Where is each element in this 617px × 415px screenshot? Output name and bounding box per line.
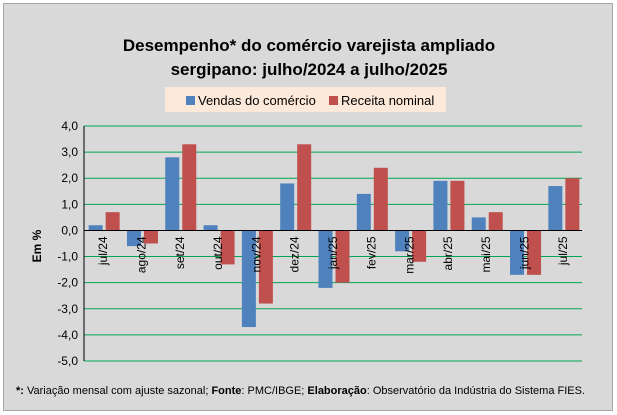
bar-receita-mai-25 [488, 212, 503, 231]
legend-label-vendas: Vendas do comércio [198, 93, 316, 108]
legend: Vendas do comércio Receita nominal [165, 87, 446, 112]
footnote-star-label: *: [16, 385, 24, 397]
x-category-label: mar/25 [403, 236, 417, 274]
bar-receita-jan-25 [335, 230, 350, 283]
y-tick-label: 3,0 [61, 145, 78, 159]
y-tick-label: -5,0 [57, 354, 78, 368]
bar-receita-ago-24 [143, 230, 158, 244]
bar-vendas-ago-24 [126, 230, 141, 247]
bar-vendas-jul-24 [88, 225, 103, 231]
bar-vendas-jun-25 [510, 230, 525, 275]
chart-title-line-2: sergipano: julho/2024 a julho/2025 [171, 60, 448, 79]
bar-vendas-jul-25 [548, 186, 563, 231]
y-axis-label: Em % [30, 229, 44, 262]
bar-receita-abr-25 [450, 180, 465, 231]
legend-label-receita: Receita nominal [341, 93, 434, 108]
bar-receita-mar-25 [412, 230, 427, 262]
bar-receita-jul-25 [565, 178, 580, 231]
y-tick-label: 4,0 [61, 119, 78, 133]
x-category-label: abr/25 [441, 236, 455, 270]
y-tick-label: 1,0 [61, 197, 78, 211]
y-tick-label: -4,0 [57, 328, 78, 342]
bar-vendas-set-24 [165, 157, 180, 231]
bar-receita-fev-25 [373, 167, 388, 231]
x-category-label: jun/25 [518, 236, 532, 270]
bar-receita-set-24 [182, 144, 197, 231]
bar-vendas-nov-24 [241, 230, 256, 328]
bars [88, 144, 580, 328]
footnote-source-text: : PMC/IBGE; [241, 385, 308, 397]
bar-vendas-jan-25 [318, 230, 333, 288]
footnote-prep-label: Elaboração [307, 385, 367, 397]
x-category-label: jul/24 [96, 236, 110, 266]
y-tick-label: -1,0 [57, 250, 78, 264]
footnote-prep-text: : Observatório da Indústria do Sistema F… [366, 385, 585, 397]
bar-receita-out-24 [220, 230, 235, 265]
y-tick-label: 2,0 [61, 171, 78, 185]
bar-chart: Desempenho* do comércio varejista amplia… [30, 36, 582, 368]
legend-box [165, 87, 446, 112]
bar-vendas-out-24 [203, 225, 218, 231]
bar-receita-nov-24 [258, 230, 273, 304]
legend-swatch-vendas [186, 96, 195, 105]
bar-vendas-abr-25 [433, 180, 448, 231]
bar-vendas-mai-25 [471, 217, 486, 231]
x-category-label: set/24 [173, 236, 187, 269]
x-category-label: mai/25 [479, 236, 493, 272]
x-category-label: out/24 [211, 236, 225, 270]
footnote: *: Variação mensal com ajuste sazonal; F… [16, 385, 585, 397]
bar-receita-dez-24 [297, 144, 312, 231]
chart-frame: Desempenho* do comércio varejista amplia… [3, 3, 613, 411]
footnote-source-label: Fonte [211, 385, 242, 397]
x-category-labels: jul/24 ago/24 set/24 out/24 nov/24 dez/24 jan/… [96, 236, 570, 274]
y-tick-label: 0,0 [61, 223, 78, 237]
axes [83, 126, 582, 361]
y-tick-label: -2,0 [57, 276, 78, 290]
bar-vendas-dez-24 [280, 183, 295, 231]
y-tick-labels: 4,0 3,0 2,0 1,0 0,0 -1,0 -2,0 -3,0 -4,0 -5,0 [57, 119, 78, 368]
chart-title: Desempenho* do comércio varejista amplia… [123, 36, 495, 79]
legend-swatch-receita [329, 96, 338, 105]
x-category-label: dez/24 [288, 236, 302, 272]
x-category-label: jul/25 [556, 236, 570, 266]
bar-receita-jul-24 [105, 212, 120, 231]
bar-receita-jun-25 [527, 230, 542, 275]
x-category-label: nov/24 [249, 236, 263, 272]
bar-vendas-fev-25 [356, 193, 371, 231]
x-category-label: fev/25 [364, 236, 378, 269]
footnote-star-text: Variação mensal com ajuste sazonal; [23, 385, 212, 397]
x-category-label: jan/25 [326, 236, 340, 270]
y-tick-label: -3,0 [57, 302, 78, 316]
x-category-label: ago/24 [134, 236, 148, 273]
chart-title-line-1: Desempenho* do comércio varejista amplia… [123, 36, 495, 55]
bar-vendas-mar-25 [395, 230, 410, 252]
